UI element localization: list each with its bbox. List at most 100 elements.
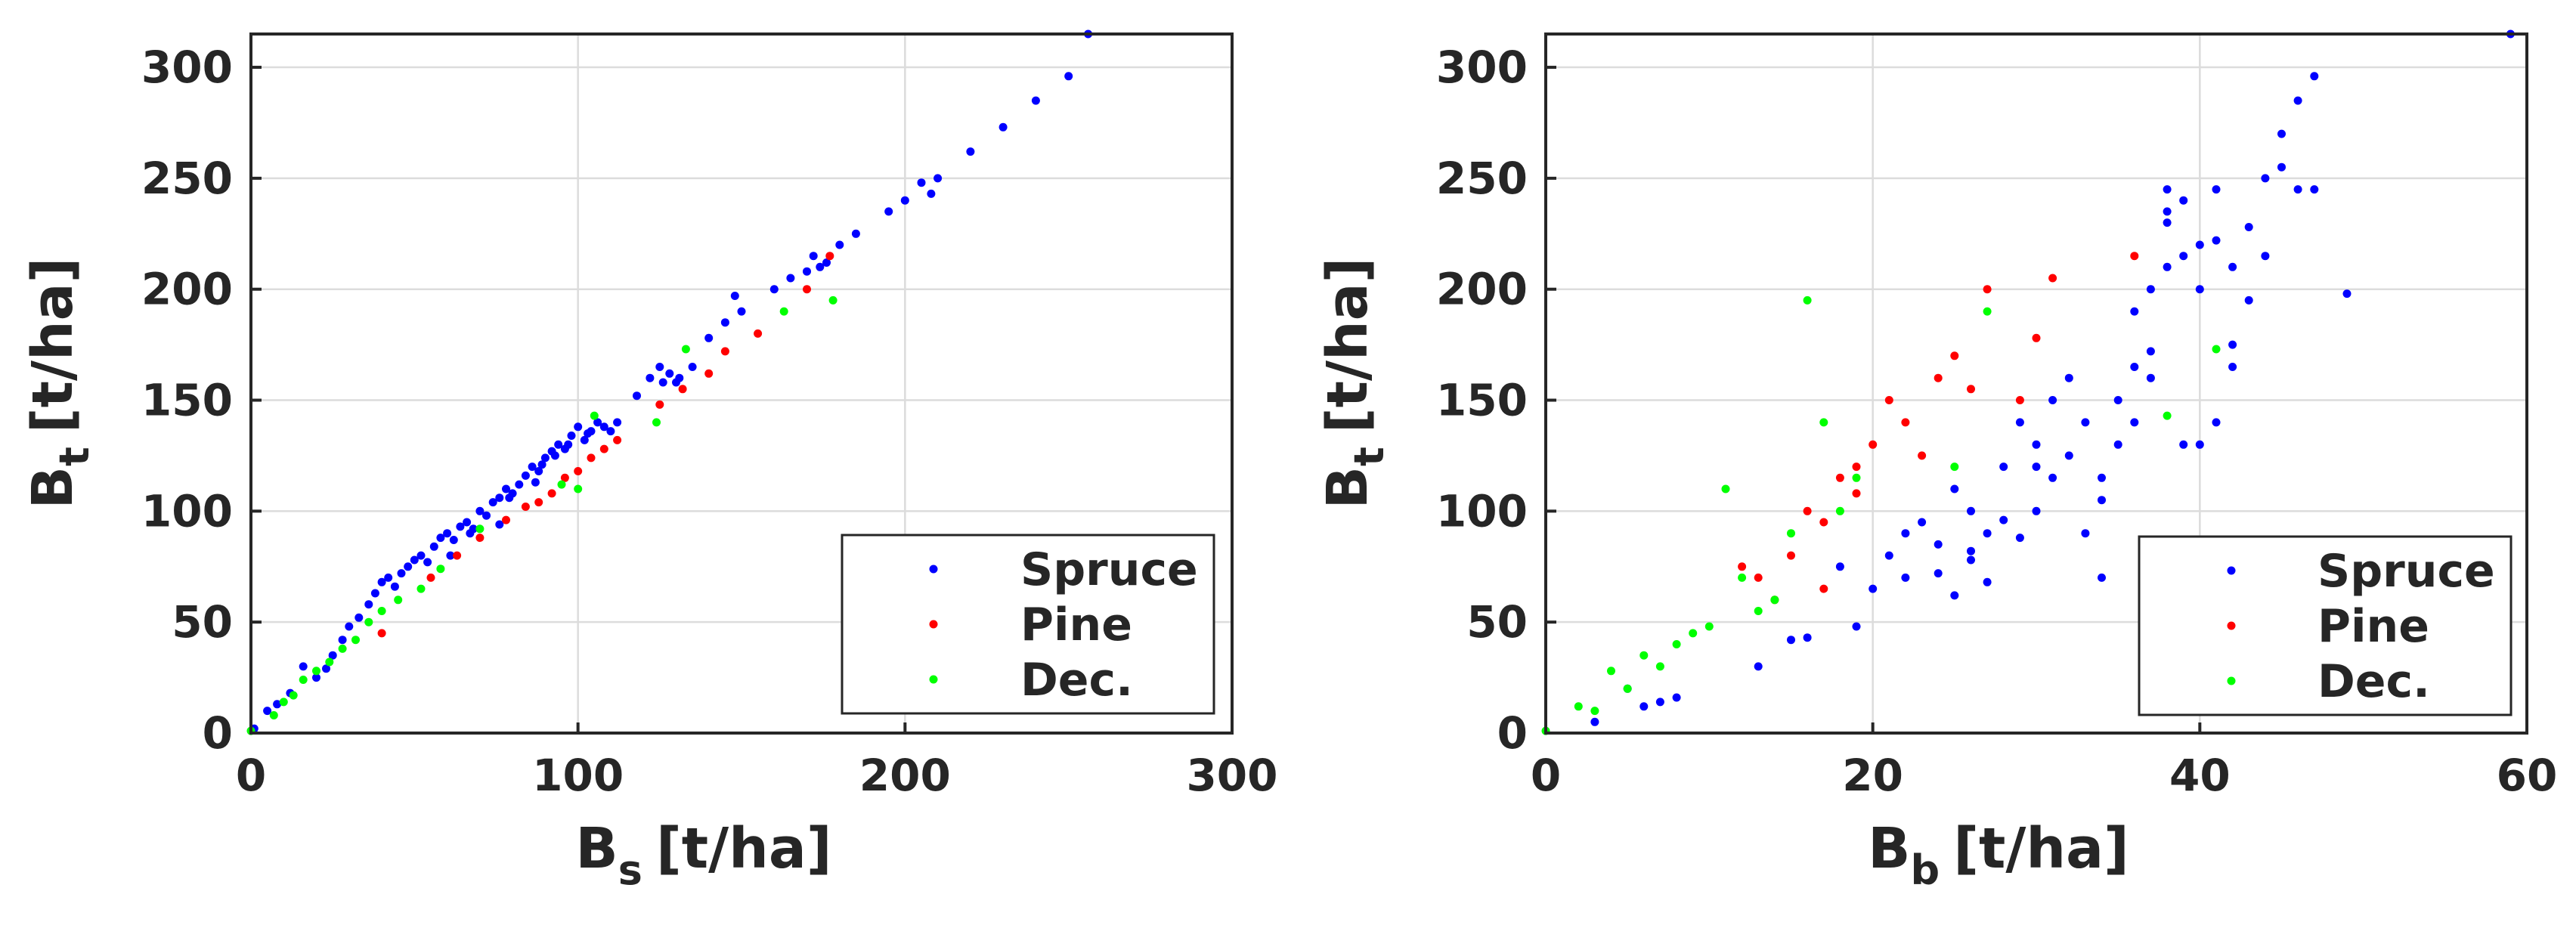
data-point-dec [1738,573,1747,582]
y-tick-label: 0 [1497,707,1528,759]
data-point-spruce [463,518,472,527]
data-point-dec [1655,662,1664,671]
data-points [246,29,1093,735]
y-axis-label: Bt [t/ha] [1315,258,1393,509]
data-point-spruce [1934,540,1943,549]
data-point-spruce [2195,285,2204,294]
data-point-spruce [1983,577,1992,586]
data-point-spruce [534,467,543,475]
data-point-spruce [1918,518,1927,527]
data-point-dec [590,411,599,420]
data-point-spruce [488,498,497,507]
data-point-dec [351,636,360,645]
data-point-spruce [2130,363,2139,371]
legend-marker-dec [929,675,938,684]
legend-label-dec: Dec. [1020,654,1133,707]
data-point-spruce [495,520,504,529]
data-point-spruce [1803,633,1812,642]
data-point-dec [1754,607,1763,615]
data-point-spruce [2146,285,2155,294]
data-point-spruce [263,707,272,716]
data-point-dec [1704,622,1714,631]
data-point-spruce [397,569,406,578]
legend: Spruce Pine Dec. [841,534,1215,715]
data-point-spruce [675,373,684,382]
data-point-spruce [390,582,399,591]
y-ticks: 0 50 100 150 200 250 300 [1436,42,1556,759]
data-point-spruce [2277,129,2286,138]
data-point-pine [426,573,435,582]
y-label-sub: t [51,447,98,466]
data-point-spruce [370,589,379,598]
data-point-spruce [554,440,563,449]
data-point-spruce [613,418,622,427]
x-axis-label: Bs [t/ha] [575,816,831,894]
data-point-pine [560,473,569,482]
data-point-spruce [312,673,320,682]
data-point-spruce [2146,347,2155,356]
data-point-dec [416,584,426,593]
data-point-spruce [593,418,602,427]
data-point-spruce [2310,185,2319,194]
data-point-spruce [564,440,573,449]
data-point-spruce [2081,418,2090,427]
x-label-sub: b [1911,846,1940,894]
data-point-spruce [2179,440,2188,449]
data-point-spruce [338,636,347,645]
data-point-spruce [851,229,860,238]
data-point-spruce [2310,72,2319,81]
data-point-spruce [966,147,975,156]
data-point-spruce [658,378,667,387]
data-point-spruce [737,307,746,316]
data-point-dec [652,418,661,427]
y-label-unit: [t/ha] [20,258,85,434]
data-point-spruce [2342,289,2352,299]
data-point-pine [2015,396,2024,404]
data-point-spruce [2130,418,2139,427]
data-point-spruce [633,391,641,401]
data-point-pine [1819,584,1828,593]
data-point-pine [377,629,386,638]
data-point-spruce [1967,506,1975,515]
x-label-sub: s [618,846,642,894]
data-point-spruce [2163,218,2172,227]
data-point-pine [1819,518,1828,527]
data-point-dec [1983,307,1992,316]
data-point-dec [1672,640,1681,648]
data-point-dec [1835,506,1844,515]
data-point-dec [1770,596,1779,605]
data-points [1541,29,2515,735]
data-point-spruce [933,174,943,183]
y-tick-label: 150 [1436,375,1528,426]
data-point-spruce [2098,573,2106,582]
data-point-spruce [822,258,831,267]
data-point-spruce [495,493,504,503]
data-point-dec [1819,418,1828,427]
data-point-pine [574,467,583,475]
y-label-main: B [20,466,85,509]
data-point-spruce [574,422,583,432]
data-point-spruce [355,613,364,622]
data-point-pine [599,444,608,453]
data-point-spruce [521,471,530,480]
data-point-spruce [1852,622,1861,631]
legend-label-pine: Pine [1020,599,1132,651]
data-point-spruce [786,274,795,283]
data-point-spruce [2130,307,2139,316]
data-point-spruce [345,622,354,631]
y-tick-label: 300 [1436,42,1528,93]
data-point-spruce [1999,462,2008,472]
x-tick-label: 100 [532,750,624,801]
data-point-spruce [482,511,491,520]
data-point-spruce [665,369,674,378]
data-point-pine [1835,473,1844,482]
data-point-dec [289,691,298,700]
data-point-spruce [688,363,697,371]
data-point-spruce [2261,174,2270,183]
x-tick-label: 0 [236,750,266,801]
y-tick-label: 100 [1436,485,1528,537]
data-point-dec [377,607,386,615]
data-point-spruce [1901,529,1910,538]
data-point-spruce [364,600,373,609]
data-point-dec [338,644,347,653]
